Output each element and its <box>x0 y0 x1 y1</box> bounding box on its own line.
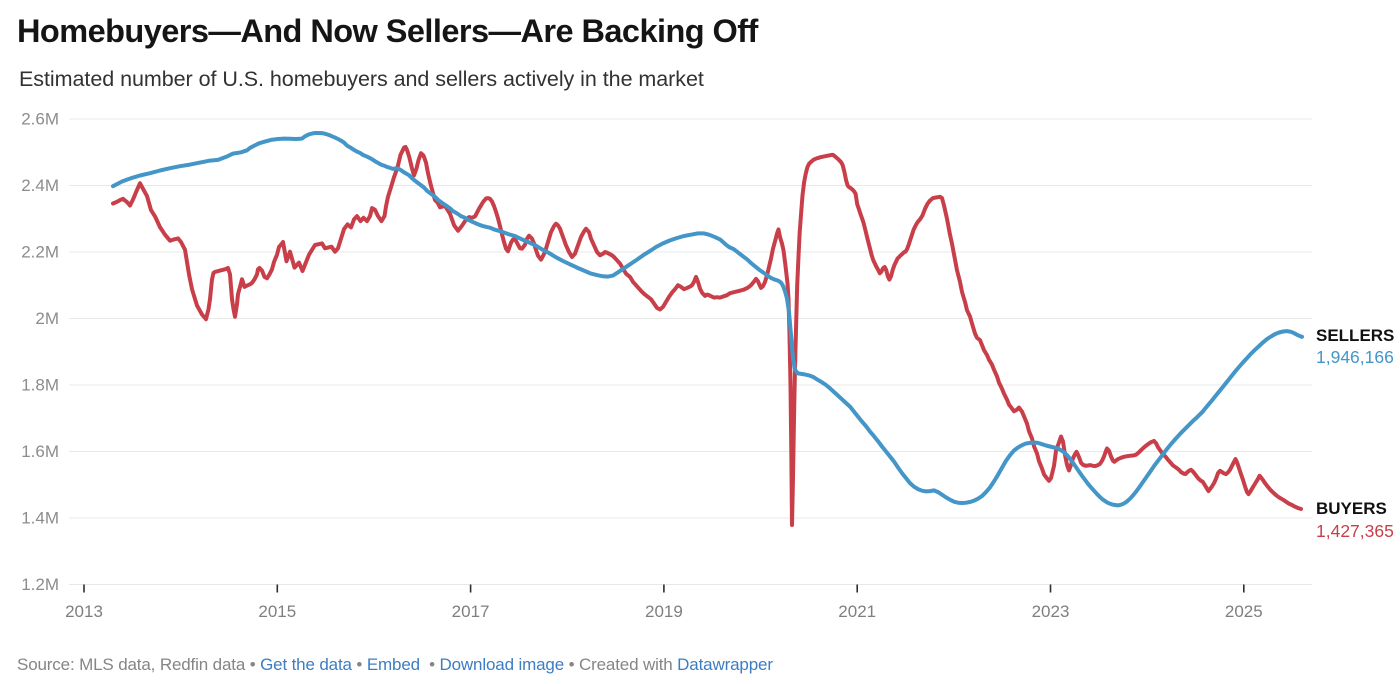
svg-text:2.2M: 2.2M <box>21 243 59 262</box>
svg-text:2.6M: 2.6M <box>21 110 59 129</box>
svg-text:1.4M: 1.4M <box>21 509 59 528</box>
svg-text:2021: 2021 <box>838 602 876 621</box>
svg-text:2.4M: 2.4M <box>21 176 59 195</box>
svg-text:2015: 2015 <box>258 602 296 621</box>
svg-text:1,946,166: 1,946,166 <box>1316 347 1394 367</box>
svg-text:2025: 2025 <box>1225 602 1263 621</box>
svg-text:1,427,365: 1,427,365 <box>1316 521 1394 541</box>
svg-text:2019: 2019 <box>645 602 683 621</box>
svg-text:BUYERS: BUYERS <box>1316 499 1387 518</box>
svg-text:2M: 2M <box>35 309 59 328</box>
svg-text:2017: 2017 <box>452 602 490 621</box>
svg-text:1.2M: 1.2M <box>21 575 59 594</box>
svg-text:1.6M: 1.6M <box>21 442 59 461</box>
svg-text:2013: 2013 <box>65 602 103 621</box>
svg-text:1.8M: 1.8M <box>21 376 59 395</box>
svg-text:SELLERS: SELLERS <box>1316 326 1394 345</box>
svg-text:2023: 2023 <box>1032 602 1070 621</box>
